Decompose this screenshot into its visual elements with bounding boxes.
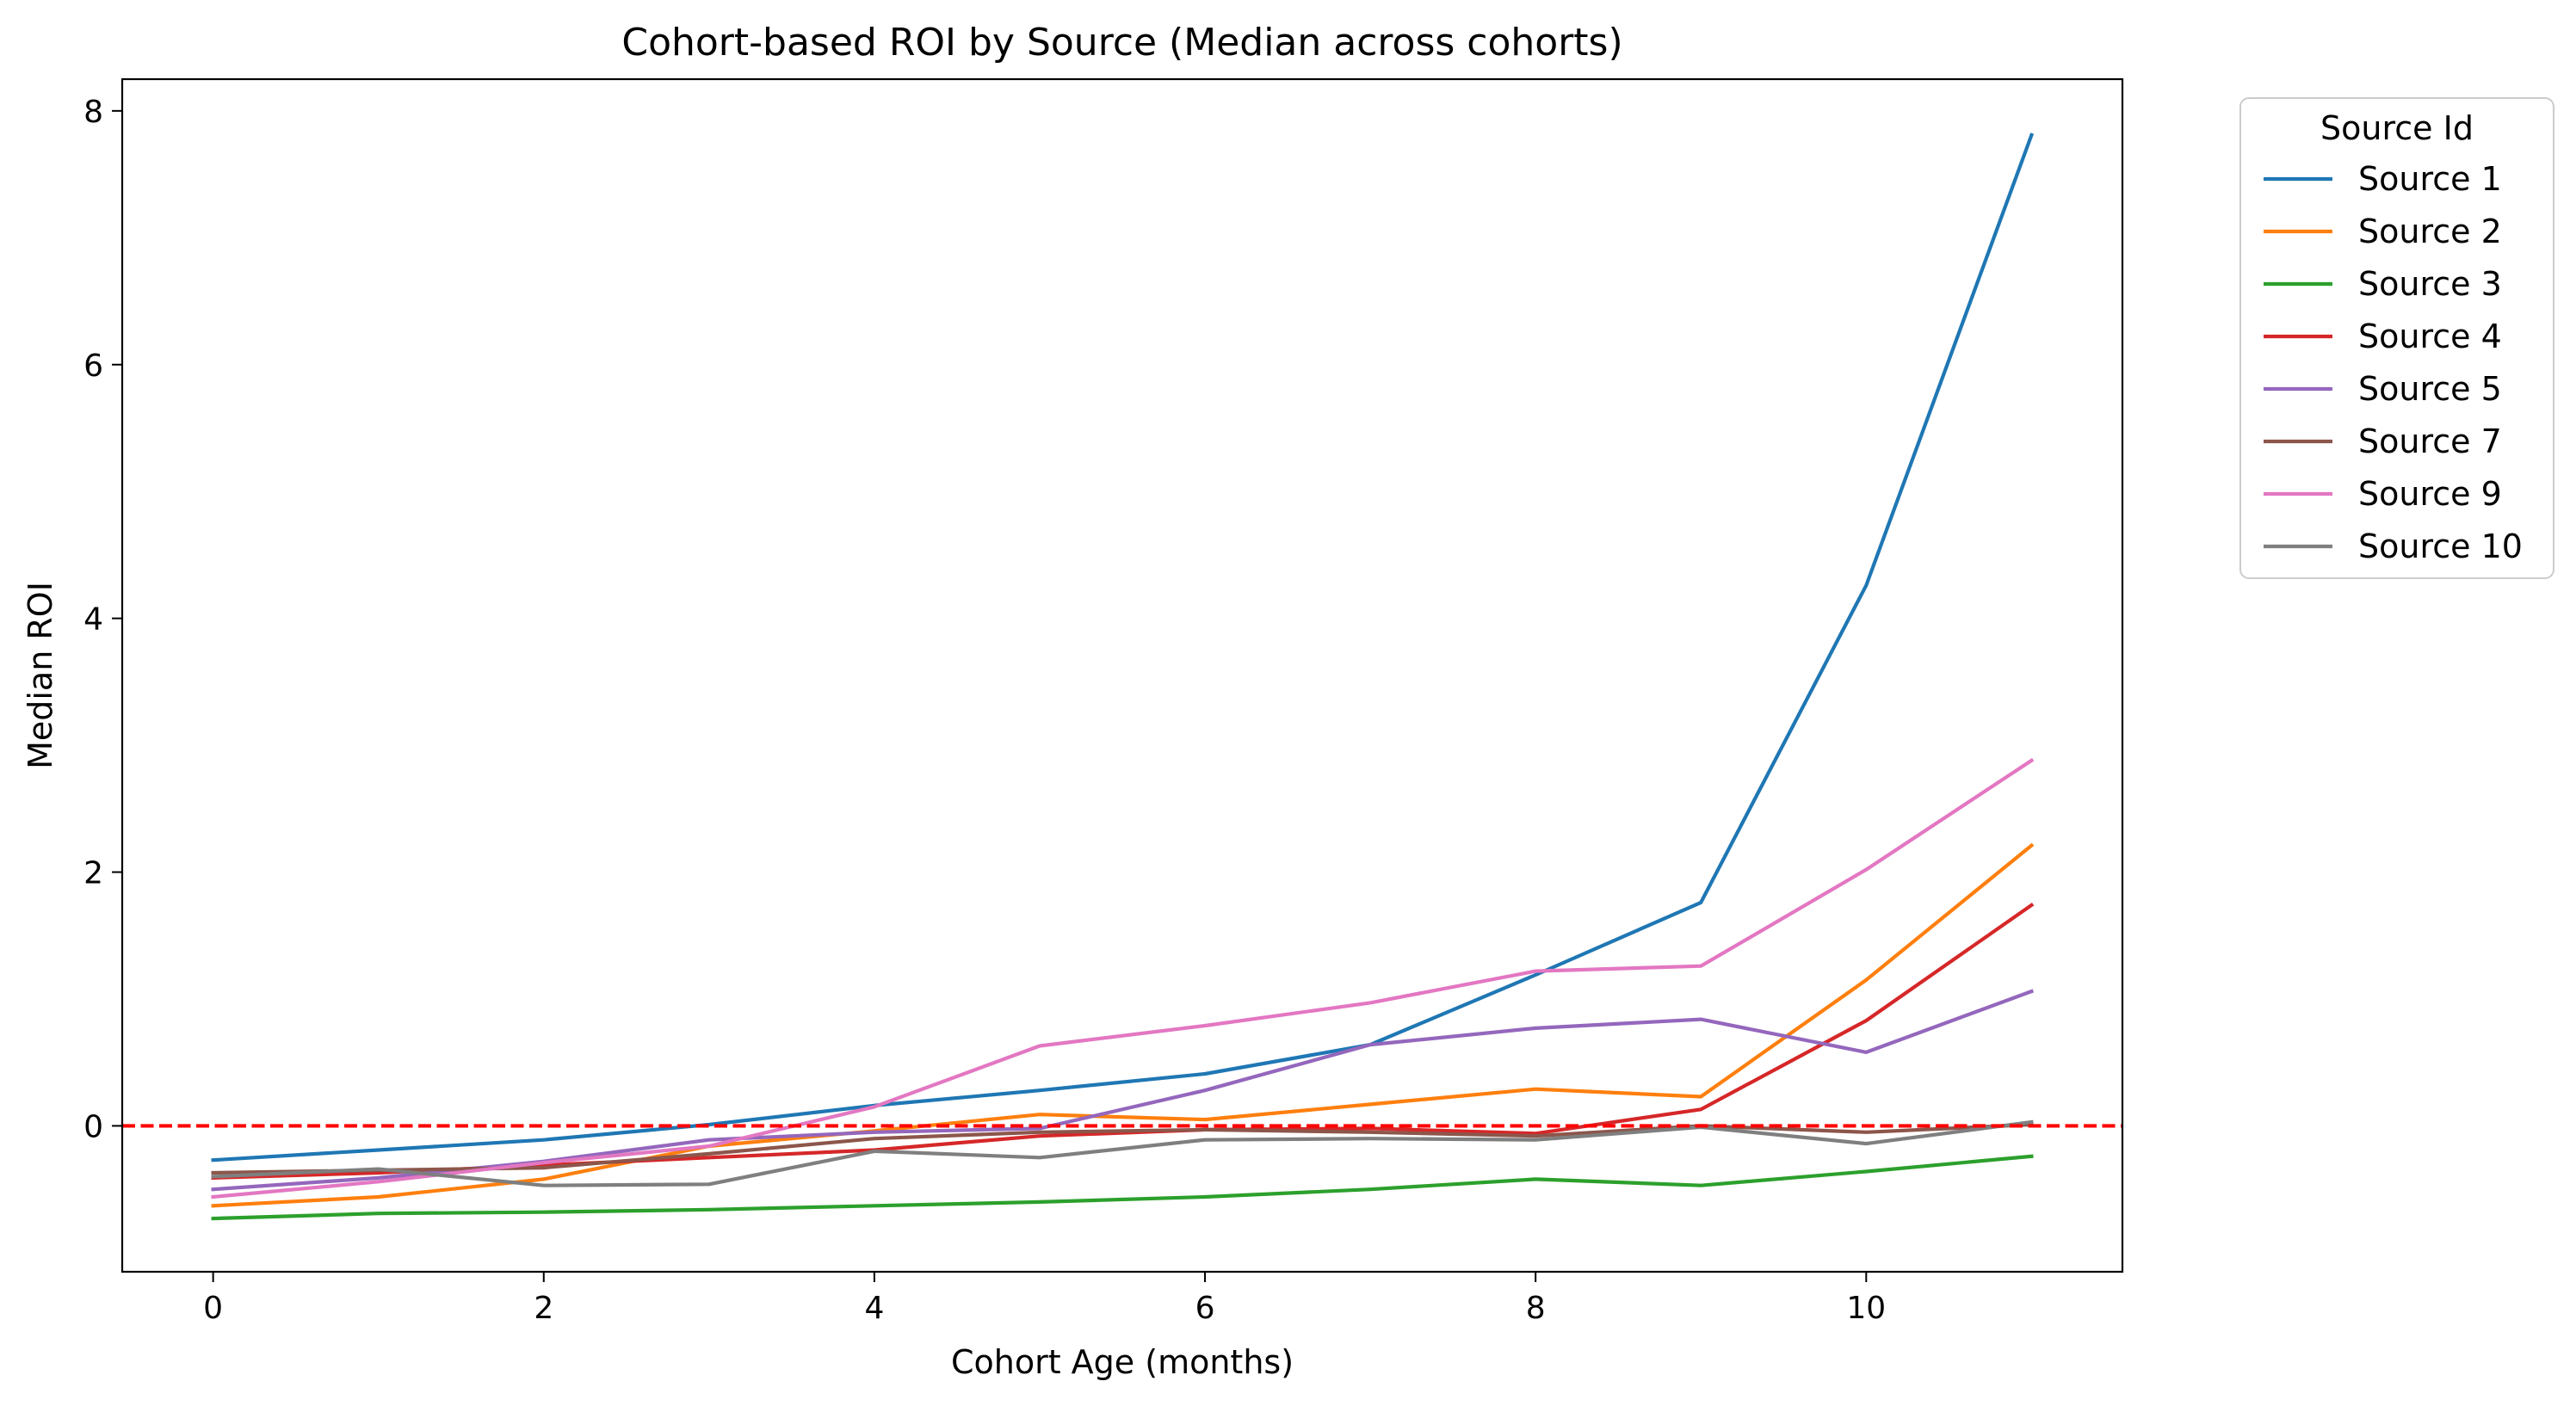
x-tick-label: 2 [534,1291,553,1326]
x-tick-label: 0 [203,1291,223,1326]
legend-label: Source 7 [2358,422,2502,460]
series-line-source-5 [211,989,2035,1192]
y-tick-label: 0 [83,1109,103,1144]
legend-label: Source 2 [2358,213,2502,250]
legend-label: Source 10 [2358,527,2523,565]
x-axis-label: Cohort Age (months) [951,1343,1294,1381]
legend-label: Source 5 [2358,370,2502,408]
series-layer [122,133,2122,1221]
y-tick-label: 8 [83,95,103,130]
y-tick-label: 4 [83,602,103,638]
series-line-source-3 [211,1154,2034,1221]
chart-title: Cohort-based ROI by Source (Median acros… [621,21,1622,65]
series-line-source-2 [211,842,2035,1208]
series-line-source-10 [211,1119,2034,1187]
legend-items: Source 1 Source 2 Source 3 Source 4 Source 5… [2264,160,2523,565]
legend-title: Source Id [2320,109,2474,147]
x-tick-label: 6 [1195,1291,1215,1326]
legend-label: Source 3 [2358,265,2502,303]
y-axis: 0 2 4 6 8 [83,95,122,1144]
series-line-source-4 [211,902,2035,1181]
plot-frame [120,77,2124,1273]
x-axis: 0 2 4 6 8 10 [203,1272,1886,1326]
plot-area [120,77,2124,1273]
x-tick-label: 4 [864,1291,884,1326]
x-tick-label: 10 [1846,1291,1886,1326]
x-tick-label: 8 [1526,1291,1546,1326]
y-axis-label: Median ROI [22,582,59,769]
series-line-source-7 [211,1122,2034,1175]
series-line-source-9 [211,757,2035,1199]
y-tick-label: 2 [83,856,103,891]
legend-label: Source 1 [2358,160,2502,198]
legend-label: Source 4 [2358,318,2502,355]
series-line-source-1 [211,133,2035,1162]
y-tick-label: 6 [83,348,103,384]
legend-label: Source 9 [2358,475,2502,513]
legend-frame [2239,97,2554,579]
